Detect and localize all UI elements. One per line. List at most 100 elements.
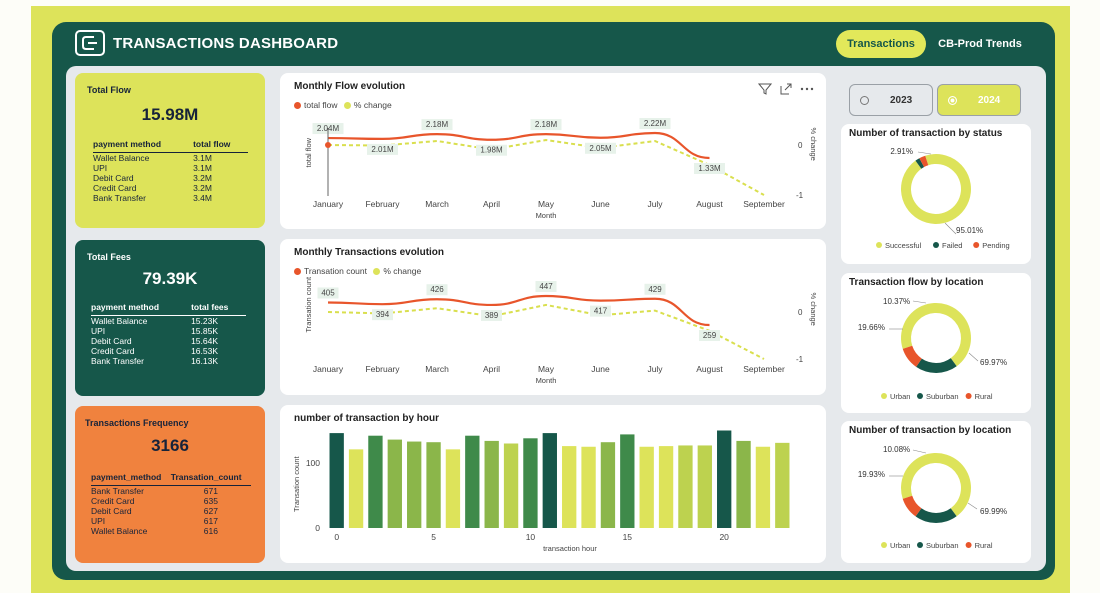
data-label: 69.99% bbox=[980, 507, 1007, 516]
legend-label: Suburban bbox=[926, 541, 959, 550]
leader-line bbox=[912, 300, 927, 304]
legend-marker bbox=[881, 393, 887, 399]
data-label: 429 bbox=[648, 285, 662, 294]
table-row: Wallet Balance 3.1M bbox=[93, 153, 212, 163]
y2-axis-title: % change bbox=[809, 293, 818, 326]
x-tick-label: 10 bbox=[526, 532, 536, 542]
bar bbox=[639, 446, 654, 528]
bar bbox=[445, 449, 461, 528]
legend-item[interactable]: total flow bbox=[294, 100, 338, 110]
focus-mode-icon[interactable] bbox=[779, 82, 793, 96]
bar bbox=[755, 446, 771, 528]
radio-icon bbox=[860, 96, 869, 105]
year-label: 2024 bbox=[978, 95, 1001, 106]
x-tick-label: 0 bbox=[334, 532, 339, 542]
hourly-chart-card[interactable]: number of transaction by hour 0 100 0 5 10 15… bbox=[280, 405, 826, 563]
kpi-card-transactions-frequency[interactable]: Transactions Frequency 3166 payment_meth… bbox=[75, 406, 265, 563]
series-line-primary bbox=[327, 131, 710, 160]
chart-legend: total flow % change bbox=[294, 100, 392, 110]
column-header[interactable]: payment method bbox=[91, 302, 192, 316]
legend-item[interactable]: Transation count bbox=[294, 266, 367, 276]
y-tick-label: 100 bbox=[306, 458, 320, 468]
bar bbox=[542, 433, 557, 528]
column-header[interactable]: Transation_count bbox=[170, 472, 251, 486]
legend-marker bbox=[881, 542, 887, 548]
data-label-bg bbox=[699, 330, 720, 341]
data-label-bg bbox=[476, 144, 507, 156]
hourly-bar-plot[interactable]: 0 100 0 5 10 15 20 transaction hour Transation c… bbox=[280, 405, 826, 563]
y2-tick-label: 0 bbox=[798, 141, 803, 150]
legend-item[interactable]: % change bbox=[373, 266, 421, 276]
x-tick-label: May bbox=[538, 364, 555, 374]
data-label: 405 bbox=[321, 288, 335, 297]
column-header[interactable]: payment method bbox=[93, 139, 194, 153]
x-tick-label: 5 bbox=[431, 532, 436, 542]
monthly-transactions-chart-card[interactable]: Monthly Transactions evolution Transatio… bbox=[280, 239, 826, 395]
donut-slice bbox=[915, 508, 957, 523]
table-row: Credit Card 16.53K bbox=[91, 346, 219, 356]
location-flow-donut[interactable]: 69.97% 19.66% 10.37% Urban Suburban Rural bbox=[841, 273, 1031, 413]
data-label-bg bbox=[481, 309, 502, 321]
data-label: 1.98M bbox=[480, 146, 503, 155]
data-label-bg bbox=[639, 118, 671, 129]
more-options-icon[interactable] bbox=[800, 82, 814, 96]
tab-cb-prod-trends[interactable]: CB-Prod Trends bbox=[938, 38, 1022, 50]
data-label-bg bbox=[426, 284, 448, 296]
bar bbox=[562, 446, 577, 528]
x-tick-label: July bbox=[647, 199, 663, 209]
visual-header-icons bbox=[758, 82, 814, 96]
year-button-2024[interactable]: 2024 bbox=[937, 84, 1021, 116]
column-header[interactable]: total flow bbox=[193, 139, 248, 153]
payment-table: payment method total flow Wallet Balance 3… bbox=[93, 139, 248, 203]
x-tick-label: March bbox=[425, 199, 449, 209]
legend-label: Failed bbox=[942, 241, 962, 250]
donut-slice bbox=[916, 358, 957, 373]
kpi-value: 79.39K bbox=[142, 269, 198, 288]
y-axis-title: total flow bbox=[304, 137, 313, 167]
leader-line bbox=[968, 352, 979, 362]
table-row: Credit Card 635 bbox=[91, 496, 218, 506]
bar bbox=[600, 442, 616, 528]
x-axis-title: transaction hour bbox=[543, 544, 597, 553]
location-flow-donut-card[interactable]: Transaction flow by location 69.97% 19.66… bbox=[841, 273, 1031, 413]
data-label: 2.22M bbox=[644, 119, 667, 128]
bar bbox=[658, 446, 674, 528]
data-label-bg bbox=[585, 142, 616, 154]
year-button-2023[interactable]: 2023 bbox=[849, 84, 933, 116]
monthly-transactions-plot[interactable]: Transation count % change 0 -1 January Februa… bbox=[280, 239, 826, 395]
bar bbox=[407, 441, 422, 528]
column-header[interactable]: payment_method bbox=[91, 472, 171, 486]
table-row: UPI 617 bbox=[91, 516, 218, 526]
location-count-donut[interactable]: 69.99% 19.93% 10.08% Urban Suburban Rural bbox=[841, 421, 1031, 563]
x-tick-label: September bbox=[743, 364, 785, 374]
bar bbox=[717, 430, 732, 528]
column-header[interactable]: total fees bbox=[191, 302, 246, 316]
y2-tick-label: 0 bbox=[798, 308, 803, 317]
legend-label: Urban bbox=[890, 392, 910, 401]
donut-slice bbox=[901, 303, 971, 367]
data-label: 389 bbox=[485, 311, 499, 320]
table-row: Debit Card 627 bbox=[91, 506, 218, 516]
legend-label: Suburban bbox=[926, 392, 959, 401]
status-donut[interactable]: 95.01% 2.91% Successful Failed Pending bbox=[841, 124, 1031, 264]
chart-title: number of transaction by hour bbox=[294, 413, 440, 424]
x-tick-label: June bbox=[591, 199, 610, 209]
data-label: 69.97% bbox=[980, 358, 1007, 367]
bar bbox=[736, 440, 751, 528]
monthly-flow-plot[interactable]: total flow % change 0 -1 January February Marc… bbox=[280, 73, 826, 229]
series-line-percent-change bbox=[327, 138, 765, 196]
y2-tick-label: -1 bbox=[796, 355, 804, 364]
filter-icon[interactable] bbox=[758, 82, 772, 96]
x-tick-label: February bbox=[365, 199, 400, 209]
data-label: 1.33M bbox=[698, 164, 721, 173]
data-label-bg bbox=[644, 283, 666, 295]
legend-item[interactable]: % change bbox=[343, 100, 392, 110]
monthly-flow-chart-card[interactable]: Monthly Flow evolution total flow % chan… bbox=[280, 73, 826, 229]
kpi-card-total-flow[interactable]: Total Flow 15.98M payment method total fl… bbox=[75, 73, 265, 228]
table-row: Bank Transfer 671 bbox=[91, 486, 218, 496]
status-donut-card[interactable]: Number of transaction by status 95.01% 2.… bbox=[841, 124, 1031, 264]
kpi-card-total-fees[interactable]: Total Fees 79.39K payment method total fe… bbox=[75, 240, 265, 396]
bar bbox=[329, 433, 344, 528]
tab-transactions[interactable]: Transactions bbox=[836, 30, 926, 58]
location-count-donut-card[interactable]: Number of transaction by location 69.99%… bbox=[841, 421, 1031, 563]
